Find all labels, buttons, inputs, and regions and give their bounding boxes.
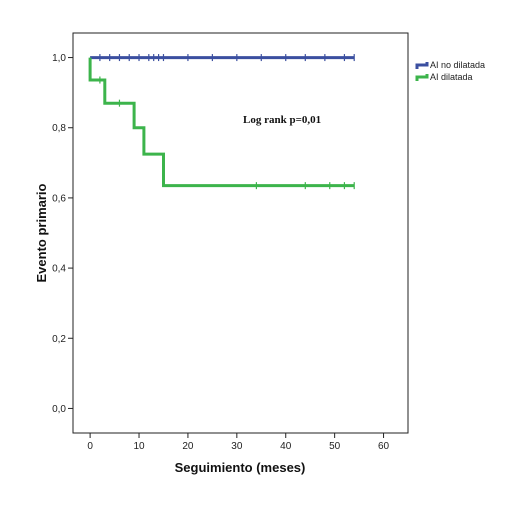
legend: AI no dilatada AI dilatada	[415, 60, 485, 82]
x-tick-label: 60	[378, 441, 390, 452]
legend-label-ai-dilatada: AI dilatada	[430, 72, 473, 82]
y-tick-label: 0,0	[52, 404, 66, 415]
x-tick-label: 50	[329, 441, 341, 452]
x-axis: 0 10 20 30 40 50 60	[87, 433, 390, 452]
plot-frame	[72, 32, 409, 434]
y-tick-label: 0,8	[52, 123, 66, 134]
legend-item-ai-no-dilatada: AI no dilatada	[415, 60, 485, 70]
x-tick-label: 30	[231, 441, 243, 452]
y-tick-label: 0,6	[52, 193, 66, 204]
log-rank-annotation: Log rank p=0,01	[243, 114, 321, 126]
series-layer	[88, 54, 355, 190]
y-tick-label: 0,2	[52, 334, 66, 345]
y-axis: 0,0 0,2 0,4 0,6 0,8 1,0	[52, 53, 73, 415]
legend-item-ai-dilatada: AI dilatada	[415, 72, 473, 82]
x-tick-label: 0	[87, 441, 93, 452]
x-axis-title: Seguimiento (meses)	[175, 460, 306, 475]
x-tick-label: 40	[280, 441, 292, 452]
y-axis-title: Evento primario	[34, 183, 49, 282]
y-tick-label: 0,4	[52, 264, 66, 275]
legend-swatch-ai-dilatada	[415, 74, 429, 81]
legend-label-ai-no-dilatada: AI no dilatada	[430, 60, 485, 70]
legend-swatch-ai-no-dilatada	[415, 62, 429, 69]
x-tick-label: 10	[133, 441, 145, 452]
x-tick-label: 20	[182, 441, 194, 452]
y-tick-label: 1,0	[52, 53, 66, 64]
